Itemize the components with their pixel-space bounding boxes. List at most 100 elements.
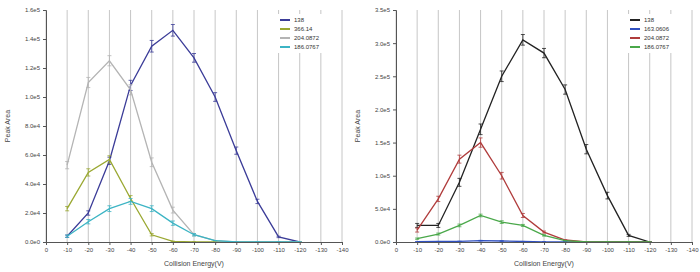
error-bar [415,228,419,232]
grid-line [586,10,587,242]
error-bar [129,85,133,95]
legend-box [278,14,338,53]
grid-line [257,10,258,242]
error-bar [542,235,546,236]
legend-swatch [280,28,290,30]
series-line [67,61,300,242]
y-tick-mark [43,97,46,98]
y-tick-label: 1.4e5 [25,36,41,42]
grid [396,10,692,242]
x-tick-label: -80 [561,247,570,253]
x-tick-mark [692,242,693,245]
x-tick-label: -140 [336,247,349,253]
x-tick: -10 [413,242,422,253]
y-tick: 1.0e5 [25,94,46,100]
error-bar [213,240,217,241]
y-tick: 1.0e5 [375,173,396,179]
y-tick-mark [393,10,396,11]
error-bar [107,56,111,66]
y-tick: 1.4e5 [25,36,46,42]
error-bar [255,242,259,243]
y-axis: 0.0e02.0e44.0e46.0e48.0e41.0e51.2e51.4e5… [25,7,47,245]
error-bar [171,207,175,213]
y-tick-label: 0.0e0 [375,239,391,245]
x-tick-label: -30 [456,247,465,253]
x-tick: -60 [519,242,528,253]
x-tick-mark [215,242,216,245]
error-bar [150,40,154,52]
grid-line [501,10,502,242]
x-tick-label: -80 [211,247,220,253]
y-tick: 0.0e0 [25,239,46,245]
y-tick-label: 2.0e4 [25,210,41,216]
x-tick-mark [300,242,301,245]
error-bar [500,240,504,242]
x-tick: -80 [211,242,220,253]
error-bar [563,240,567,241]
y-tick: 2.0e5 [375,107,396,113]
y-tick-label: 2.0e5 [375,107,391,113]
error-bar [500,172,504,179]
grid-line [342,10,343,242]
error-bar [192,234,196,236]
x-tick-mark [67,242,68,245]
x-tick-label: -100 [602,247,615,253]
error-bar [65,235,69,237]
error-bar [192,242,196,243]
series-line [417,143,650,242]
y-tick-label: 3.0e5 [375,41,391,47]
legend-swatch [630,46,640,48]
y-tick-label: 1.5e5 [375,140,391,146]
y-tick-label: 1.6e5 [25,7,41,13]
y-tick-label: 5.0e4 [375,206,391,212]
x-tick: -50 [148,242,157,253]
y-tick-mark [43,184,46,185]
legend-label: 138 [294,17,305,23]
error-bar [457,241,461,242]
x-tick-label: -10 [413,247,422,253]
x-tick: -50 [498,242,507,253]
error-bar [86,211,90,215]
x-tick-label: -60 [519,247,528,253]
x-tick-label: -60 [169,247,178,253]
legend-swatch [630,37,640,39]
error-bar [277,236,281,237]
legend-label: 186.0767 [644,44,670,50]
y-tick: 5.0e4 [375,206,396,212]
y-tick-mark [43,126,46,127]
x-tick-label: -50 [148,247,157,253]
error-bar [107,156,111,163]
x-tick: -20 [84,242,93,253]
error-bar [436,241,440,242]
x-tick: -70 [540,242,549,253]
x-tick-label: -140 [686,247,699,253]
x-tick-mark [607,242,608,245]
x-tick-label: -100 [252,247,265,253]
chart-panel: 0-10-20-30-40-50-60-70-80-90-100-110-120… [354,7,699,268]
x-tick-label: -90 [232,247,241,253]
grid-line [88,10,89,242]
y-tick: 6.0e4 [25,152,46,158]
legend-label: 186.0767 [294,44,320,50]
error-bar [521,213,525,217]
error-bar [255,199,259,203]
series-line [67,201,300,242]
error-bar [298,242,302,243]
plot-area [415,35,652,242]
y-tick-mark [393,43,396,44]
x-tick-label: -130 [665,247,678,253]
y-tick-mark [43,39,46,40]
y-tick: 1.6e5 [25,7,46,13]
y-axis-title: Peak Area [4,110,11,142]
x-axis-title: Collision Energy(V) [164,260,224,268]
grid-line [438,10,439,242]
x-tick: -40 [477,242,486,253]
x-tick-label: -70 [540,247,549,253]
error-bar [192,54,196,63]
y-tick: 0.0e0 [375,239,396,245]
error-bar [415,223,419,227]
x-tick-label: -20 [434,247,443,253]
x-tick-mark [650,242,651,245]
grid-line [565,10,566,242]
legend-swatch [280,37,290,39]
